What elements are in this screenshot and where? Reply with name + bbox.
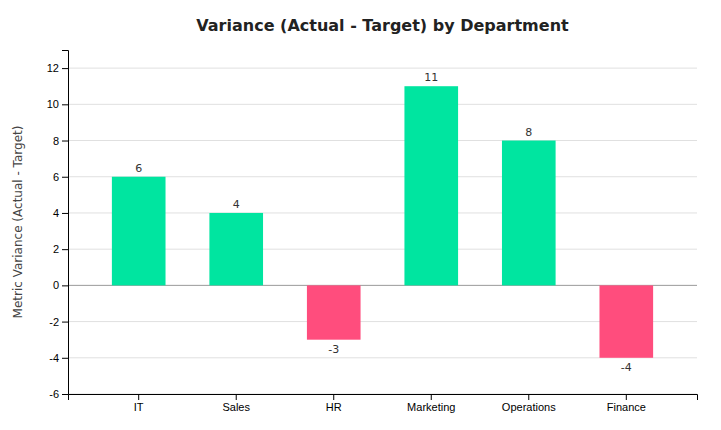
y-tick-mark [62, 249, 68, 250]
y-tick: 12 [47, 62, 68, 74]
y-tick-mark [62, 68, 68, 69]
x-tick-mark [236, 394, 237, 400]
data-label: -4 [621, 361, 632, 374]
y-tick-label: 6 [53, 171, 59, 183]
y-tick-label: 8 [53, 135, 59, 147]
bars [112, 86, 653, 358]
x-tick-label: HR [326, 401, 342, 413]
bar [209, 213, 263, 285]
y-tick-label: -6 [49, 388, 59, 400]
y-tick: 4 [53, 207, 68, 219]
y-axis: -6 -4 -2 0 2 4 6 8 10 12 [47, 51, 69, 401]
data-label: 4 [233, 198, 240, 211]
y-axis-title: Metric Variance (Actual - Target) [11, 126, 25, 319]
x-axis: IT Sales HR Marketing Operations Finance [69, 394, 698, 413]
y-tick: 6 [53, 171, 68, 183]
chart-container: -6 -4 -2 0 2 4 6 8 10 12 IT Sales HR Marketing Operati… [0, 0, 721, 430]
x-tick: IT [134, 394, 144, 413]
y-tick-label: 0 [53, 279, 59, 291]
x-tick-mark [431, 394, 432, 400]
grid-line [68, 68, 697, 69]
y-tick-mark [62, 213, 68, 214]
y-tick-mark [62, 358, 68, 359]
data-label: 11 [424, 71, 438, 84]
x-tick-mark [626, 394, 627, 400]
x-tick-label: Marketing [407, 401, 455, 413]
y-tick: 8 [53, 135, 68, 147]
y-tick-mark [62, 322, 68, 323]
y-tick: -2 [49, 316, 68, 328]
bar [599, 285, 653, 357]
y-tick-label: 12 [47, 62, 59, 74]
data-label: 6 [135, 162, 142, 175]
x-tick: Operations [502, 394, 556, 413]
y-tick-mark [62, 285, 68, 286]
y-tick-mark [62, 104, 68, 105]
grid-line [68, 104, 697, 105]
y-tick-label: -2 [49, 316, 59, 328]
x-tick: Marketing [407, 394, 455, 413]
y-tick: -6 [49, 388, 68, 400]
grid-line [68, 140, 697, 141]
x-tick-mark [138, 394, 139, 400]
y-axis-line [62, 51, 69, 395]
bar [502, 141, 556, 286]
y-tick: 10 [47, 98, 68, 110]
chart-title: Variance (Actual - Target) by Department [196, 16, 569, 35]
plot-area: -6 -4 -2 0 2 4 6 8 10 12 IT Sales HR Marketing Operati… [47, 51, 698, 413]
x-tick-label: Finance [607, 401, 646, 413]
grid [68, 68, 697, 394]
x-tick: Sales [222, 394, 250, 413]
y-tick-label: 2 [53, 243, 59, 255]
y-tick-label: 10 [47, 98, 59, 110]
x-tick-mark [528, 394, 529, 400]
chart-svg: -6 -4 -2 0 2 4 6 8 10 12 IT Sales HR Marketing Operati… [0, 0, 721, 430]
x-tick: Finance [607, 394, 646, 413]
x-tick-mark [333, 394, 334, 400]
bar [112, 177, 166, 286]
bar [404, 86, 458, 285]
y-tick: 2 [53, 243, 68, 255]
x-tick-label: IT [134, 401, 144, 413]
x-tick: HR [326, 394, 342, 413]
y-tick-label: -4 [49, 352, 59, 364]
y-tick: 0 [53, 279, 68, 291]
y-tick-mark [62, 141, 68, 142]
x-tick-label: Operations [502, 401, 556, 413]
data-labels: 6 4 -3 11 8 -4 [135, 71, 632, 374]
y-tick-mark [62, 177, 68, 178]
bar [307, 285, 361, 339]
x-axis-line [69, 395, 698, 401]
data-label: 8 [525, 126, 532, 139]
y-tick-mark [62, 394, 68, 395]
y-tick-label: 4 [53, 207, 59, 219]
y-tick: -4 [49, 352, 68, 364]
data-label: -3 [328, 343, 339, 356]
x-tick-label: Sales [222, 401, 250, 413]
